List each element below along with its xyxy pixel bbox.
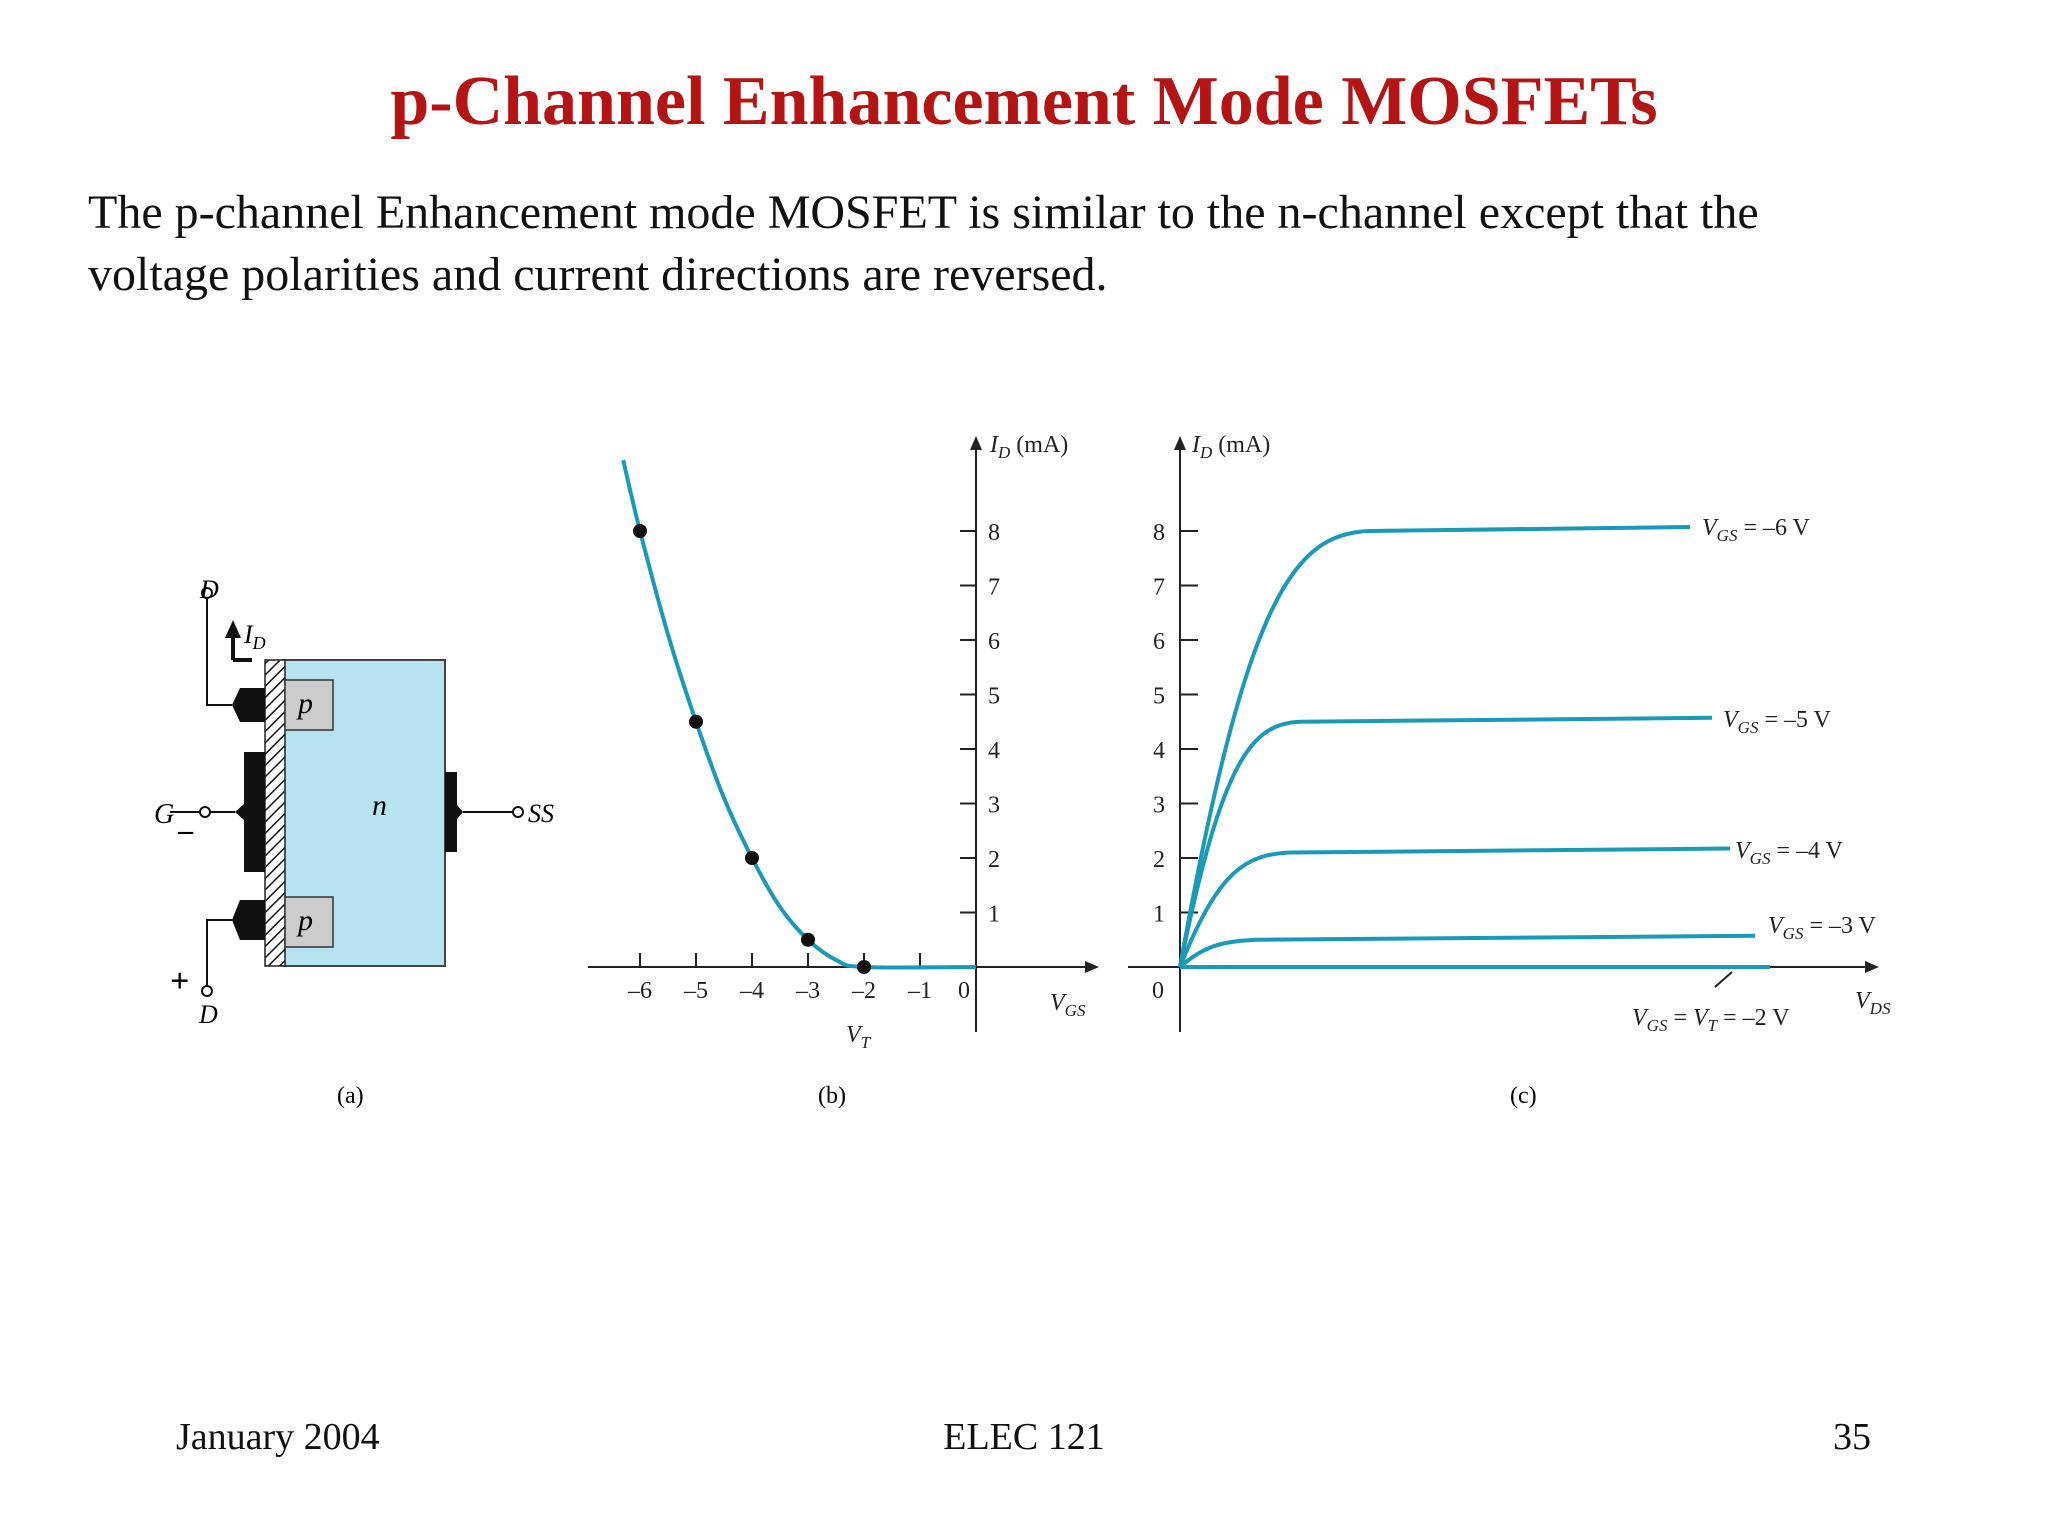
y-tick-label: 4 [988, 738, 1000, 764]
drain-curve [1178, 715, 1713, 968]
series-label: VGS = –6 V [1702, 515, 1811, 545]
drain-characteristics-chart: ID (mA) VDS 0 (c) 1 2 3 4 5 6 7 8 VGS = –6 V VGS… [1128, 432, 1891, 1109]
transfer-curve-chart: ID (mA) VGS VT (b) –6 –5 –4 –3 –2 –1 0 1 2 3 4 5 6 7 8 [588, 432, 1099, 1109]
y-tick-label: 2 [988, 847, 1000, 873]
y-tick-label: 7 [988, 575, 1000, 601]
y-axis-label: ID (mA) [989, 432, 1068, 462]
x-axis-label: VGS [1050, 990, 1086, 1020]
y-tick-label: 3 [1153, 793, 1165, 819]
substrate-contact [445, 772, 463, 852]
body-line-1: The p-channel Enhancement mode MOSFET is… [88, 186, 1759, 239]
caption-a: (a) [337, 1083, 364, 1109]
footer-course: ELEC 121 [943, 1416, 1105, 1458]
data-point [801, 932, 815, 947]
caption-b: (b) [818, 1083, 846, 1109]
x-axis-label: VDS [1855, 988, 1891, 1018]
y-tick-label: 8 [1153, 520, 1165, 546]
vt-label: VT [846, 1022, 872, 1052]
drain-curve [1178, 525, 1691, 968]
current-label: ID [243, 620, 266, 653]
substrate-label: SS [528, 799, 554, 828]
series-label: VGS = –5 V [1723, 707, 1832, 737]
drain-curve [1178, 846, 1731, 968]
y-tick-label: 6 [1153, 629, 1165, 655]
x-tick-label: –6 [627, 978, 652, 1004]
n-region-label: n [372, 789, 387, 822]
p-region-top [284, 679, 334, 731]
body-line-2: voltage polarities and current direction… [88, 248, 1108, 301]
data-point [857, 960, 871, 974]
origin-label: 0 [1152, 978, 1164, 1004]
x-tick-label: –1 [907, 978, 932, 1004]
slide-title: p-Channel Enhancement Mode MOSFETs [390, 63, 1658, 140]
y-tick-label: 5 [988, 684, 1000, 710]
p-bottom-label: p [296, 904, 313, 937]
gate-oxide [264, 659, 286, 967]
x-tick-label: –2 [851, 978, 876, 1004]
y-axis-label: ID (mA) [1191, 432, 1270, 462]
footer-date: January 2004 [176, 1416, 380, 1458]
series-label: VGS = –3 V [1768, 913, 1877, 943]
footer-page-number: 35 [1833, 1416, 1871, 1458]
drain-bottom-label: D [198, 1000, 218, 1029]
y-tick-label: 6 [988, 629, 1000, 655]
series-label: VGS = –4 V [1735, 838, 1844, 868]
y-tick-label: 2 [1153, 847, 1165, 873]
y-tick-label: 8 [988, 520, 1000, 546]
drain-contact-top [232, 688, 265, 722]
caption-c: (c) [1510, 1083, 1537, 1109]
y-tick-label: 4 [1153, 738, 1165, 764]
y-tick-label: 7 [1153, 575, 1165, 601]
x-tick-label: –3 [795, 978, 820, 1004]
data-point [689, 714, 703, 729]
x-tick-label: –5 [683, 978, 708, 1004]
vt-leader-line [1714, 971, 1733, 988]
body-paragraph: The p-channel Enhancement mode MOSFET is… [88, 182, 1968, 306]
data-point [633, 524, 647, 538]
gate-contact [235, 752, 265, 872]
p-top-label: p [296, 687, 313, 720]
gate-minus-sign: – [177, 814, 194, 847]
series-label: VGS = VT = –2 V [1632, 1005, 1790, 1035]
y-tick-label: 1 [1153, 902, 1165, 928]
drain-curve [1178, 933, 1756, 969]
data-point [745, 851, 759, 865]
y-tick-label: 1 [988, 902, 1000, 928]
drain-contact-bottom [232, 900, 265, 940]
transfer-curve [621, 459, 977, 970]
x-tick-label: 0 [958, 978, 970, 1004]
x-tick-label: –4 [739, 978, 764, 1004]
gate-label: G [154, 799, 174, 830]
mosfet-cross-section: D D G – SS ID n p p + (a) [154, 575, 554, 1109]
y-tick-label: 3 [988, 793, 1000, 819]
y-tick-label: 5 [1153, 684, 1165, 710]
plus-sign: + [170, 963, 189, 1000]
p-region-bottom [284, 896, 334, 948]
drain-top-label: D [199, 575, 219, 604]
